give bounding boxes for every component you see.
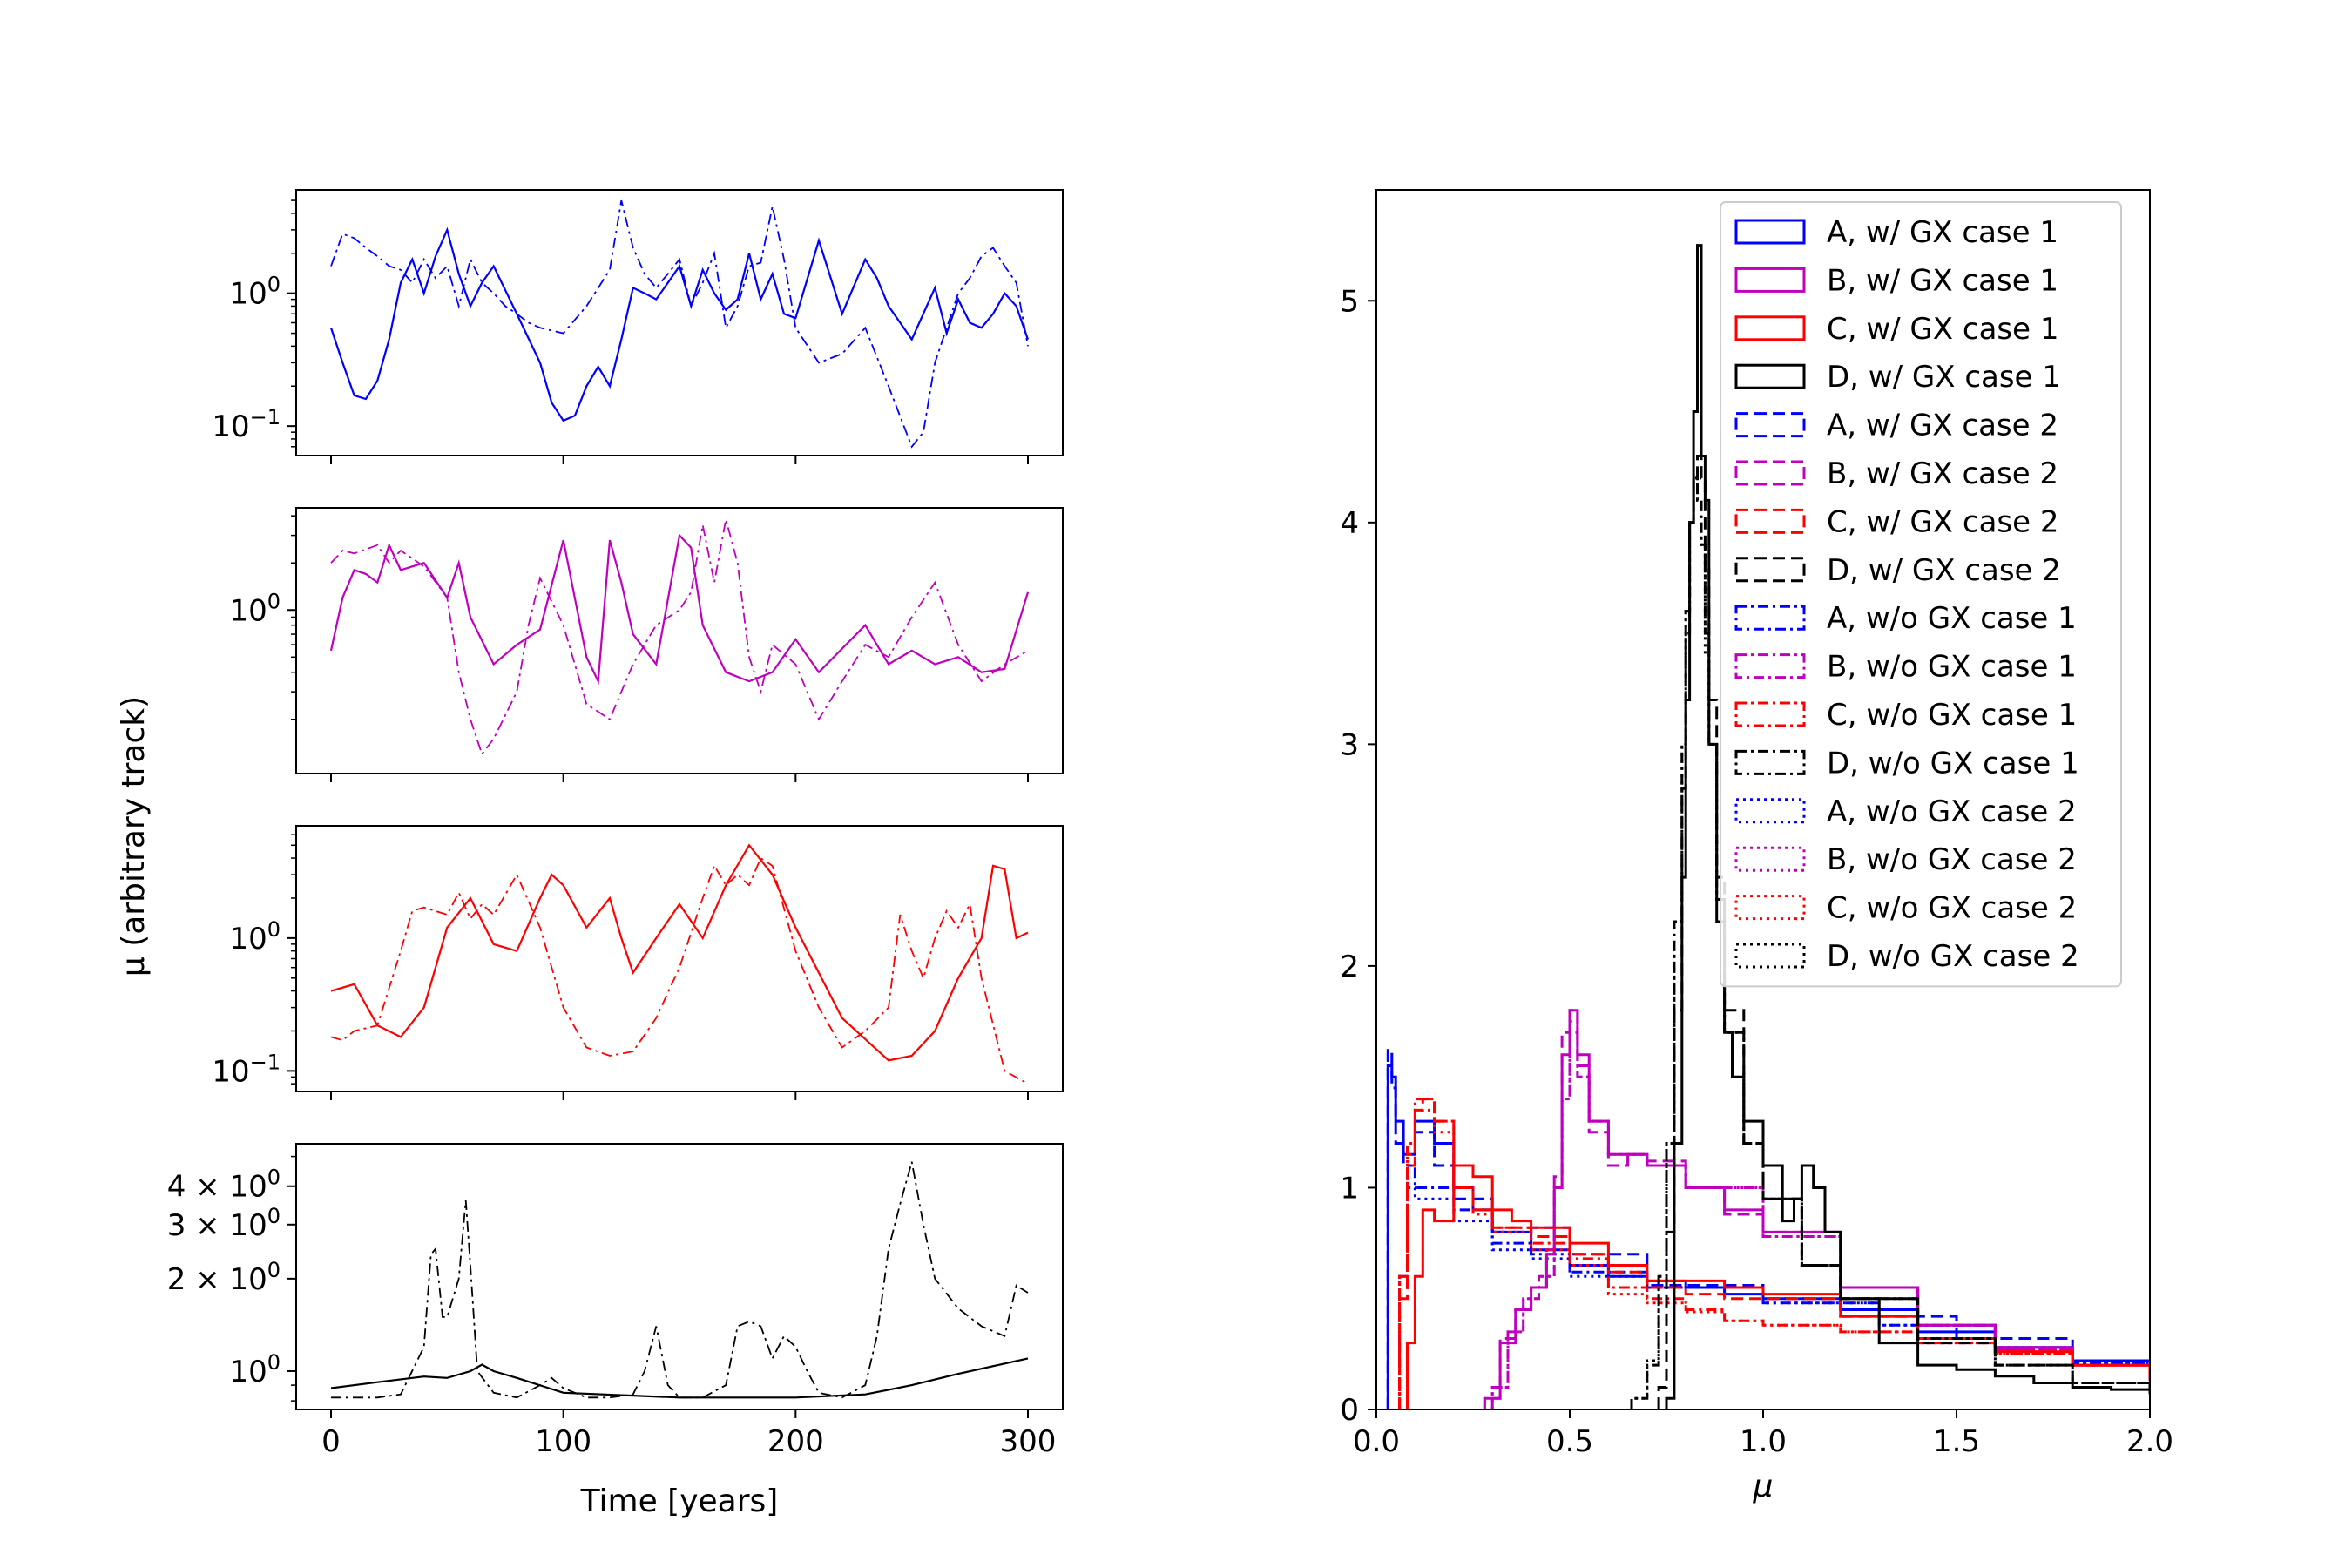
legend-swatch [1734, 363, 1806, 389]
legend-entry-label: B, w/o GX case 1 [1827, 650, 2077, 685]
legend-swatch [1734, 653, 1806, 679]
legend-swatch [1734, 749, 1806, 775]
panel-2-frame [295, 507, 1064, 774]
histogram-x-axis-label: μ [1753, 1469, 1774, 1504]
legend-entry-label: C, w/o GX case 2 [1827, 891, 2077, 926]
legend-swatch [1734, 895, 1806, 921]
left-y-axis-label: μ (arbitrary track) [116, 696, 152, 977]
legend-entry-label: A, w/ GX case 1 [1827, 215, 2058, 250]
legend-entry-label: C, w/ GX case 2 [1827, 504, 2058, 539]
panel-1-line-dashdot [330, 199, 1029, 449]
legend-entry-label: B, w/ GX case 2 [1827, 456, 2058, 491]
legend-swatch [1734, 412, 1806, 438]
legend-swatch [1734, 943, 1806, 969]
panel-2-line-dashdot [330, 518, 1029, 756]
legend-entry-label: B, w/ GX case 1 [1827, 263, 2058, 298]
legend-swatch [1734, 315, 1806, 341]
panel-3-ytick-label: 100 [229, 917, 280, 956]
panel-2-ytick-label: 100 [229, 589, 280, 628]
histogram-ytick-label: 3 [1340, 727, 1359, 762]
legend-swatch [1734, 460, 1806, 486]
panel-4-ytick-label: 100 [229, 1350, 280, 1389]
legend-entry-label: A, w/o GX case 1 [1827, 601, 2077, 636]
legend-entry-label: A, w/ GX case 2 [1827, 409, 2058, 443]
panel-3-line-solid [330, 843, 1029, 1062]
histogram-panel: 0.0 0.5 1.0 1.5 2.0 0 1 2 3 4 5 μ A, w/ GX case 1 B, … [1340, 189, 2173, 1504]
legend-entry-label: D, w/ GX case 1 [1827, 360, 2061, 395]
legend-swatch [1734, 846, 1806, 872]
panel-4-ytick-label: 3 × 100 [167, 1204, 280, 1243]
histogram-ytick-label: 5 [1340, 284, 1359, 319]
legend-entry-label: D, w/o GX case 2 [1827, 939, 2079, 974]
histogram-ytick-label: 4 [1340, 506, 1359, 541]
panel-3-ytick-label: 10−1 [212, 1050, 280, 1089]
legend-entry-label: C, w/o GX case 1 [1827, 698, 2077, 733]
legend-box [1720, 201, 2122, 988]
time-series-panel-1: 100 10−1 [212, 189, 1064, 464]
left-x-axis-label: Time [years] [580, 1484, 779, 1519]
legend-swatch [1734, 219, 1806, 245]
legend-swatch [1734, 701, 1806, 727]
time-series-panel-2: 100 [229, 507, 1064, 782]
panel-1-ytick-label: 100 [229, 273, 280, 312]
legend-swatch [1734, 798, 1806, 824]
panel-1-line-solid [329, 226, 1030, 422]
histogram-xtick-label: 2.0 [2126, 1424, 2173, 1459]
legend-swatch [1734, 267, 1806, 293]
histogram-legend: A, w/ GX case 1 B, w/ GX case 1 C, w/ GX c… [1720, 201, 2122, 988]
histogram-xtick-label: 0.0 [1353, 1424, 1400, 1459]
panel-4-ytick-label: 2 × 100 [167, 1258, 280, 1297]
time-series-panel-3: 100 10−1 [212, 825, 1064, 1100]
left-xtick-label: 200 [767, 1424, 824, 1459]
left-xtick-label: 0 [321, 1424, 341, 1459]
panel-3-line-dashdot [330, 856, 1029, 1085]
histogram-xtick-label: 1.0 [1740, 1424, 1787, 1459]
legend-entry-label: C, w/ GX case 1 [1827, 312, 2058, 347]
histogram-ytick-label: 1 [1340, 1171, 1359, 1206]
panel-4-line-dashdot [331, 1161, 1029, 1399]
panel-1-ytick-label: 10−1 [212, 405, 280, 444]
histogram-xtick-label: 1.5 [1933, 1424, 1980, 1459]
left-xtick-label: 300 [1000, 1424, 1057, 1459]
panel-4-ytick-label: 4 × 100 [167, 1166, 280, 1205]
histogram-ytick-label: 0 [1340, 1393, 1359, 1428]
legend-swatch [1734, 557, 1806, 583]
legend-swatch [1734, 605, 1806, 631]
panel-2-line-solid [329, 533, 1030, 686]
legend-swatch [1734, 508, 1806, 534]
histogram-xtick-label: 0.5 [1546, 1424, 1593, 1459]
legend-entry-label: B, w/o GX case 2 [1827, 842, 2077, 877]
histogram-ytick-label: 2 [1340, 950, 1359, 984]
legend-entry-label: A, w/o GX case 2 [1827, 794, 2077, 829]
histogram-b-w-o-gx-case-2 [1490, 1031, 2150, 1409]
histogram-a-w-gx-case-2 [1386, 1049, 2150, 1409]
panel-4-line-solid [330, 1357, 1029, 1399]
legend-entry-label: D, w/o GX case 1 [1827, 746, 2079, 781]
panel-4-frame [295, 1143, 1064, 1410]
legend-entry-label: D, w/ GX case 2 [1827, 553, 2061, 588]
left-xtick-label: 100 [535, 1424, 591, 1459]
